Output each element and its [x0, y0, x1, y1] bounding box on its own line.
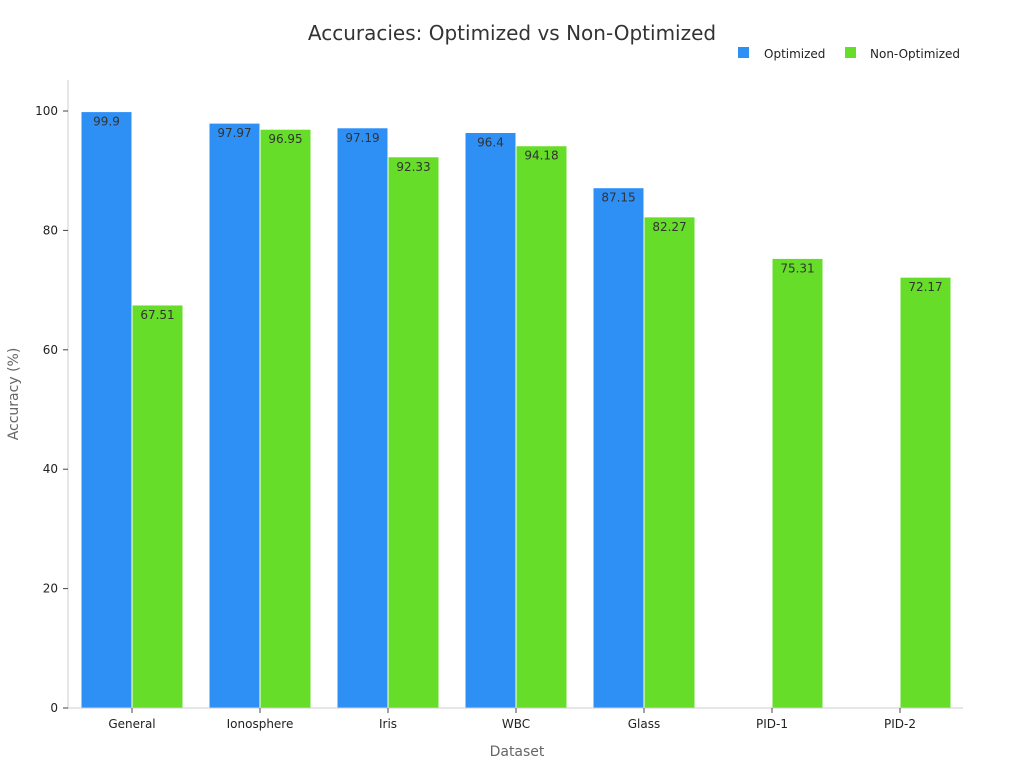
y-tick-label: 0	[50, 701, 58, 715]
y-axis-ticks: 0 20 40 60 80 100	[35, 104, 68, 715]
bar-non-optimized-glass	[643, 216, 696, 709]
bar-optimized-wbc	[464, 131, 517, 709]
data-label-non-optimized-pid-2: 72.17	[908, 280, 942, 294]
bar-non-optimized-iris	[387, 156, 440, 709]
legend-swatch-optimized	[738, 47, 749, 58]
legend-swatch-non-optimized	[845, 47, 856, 58]
y-tick-label: 60	[43, 343, 58, 357]
bar-optimized-glass	[592, 187, 645, 709]
y-tick-label: 100	[35, 104, 58, 118]
y-axis-label: Accuracy (%)	[6, 348, 22, 441]
y-tick-label: 40	[43, 462, 58, 476]
x-tick-label: Ionosphere	[227, 717, 294, 731]
x-tick-label: WBC	[502, 717, 530, 731]
x-tick-label: PID-2	[884, 717, 916, 731]
data-label-optimized-iris: 97.19	[345, 131, 379, 145]
x-tick-label: PID-1	[756, 717, 788, 731]
plot-area: 99.9 67.51 97.97 96.95 97.19 92.33 96.4 94.18 87…	[80, 111, 952, 709]
bar-optimized-iris	[336, 127, 389, 709]
legend: Optimized Non-Optimized	[738, 47, 960, 61]
data-label-non-optimized-glass: 82.27	[652, 220, 686, 234]
data-label-non-optimized-wbc: 94.18	[524, 149, 558, 163]
data-label-non-optimized-ionosphere: 96.95	[268, 132, 302, 146]
y-tick-label: 20	[43, 582, 58, 596]
legend-label-optimized: Optimized	[764, 47, 825, 61]
bar-non-optimized-ionosphere	[259, 128, 312, 709]
data-label-optimized-glass: 87.15	[601, 191, 635, 205]
data-label-non-optimized-general: 67.51	[140, 308, 174, 322]
bar-optimized-general	[80, 111, 133, 709]
bar-non-optimized-pid-1	[771, 257, 824, 709]
x-tick-label: General	[108, 717, 155, 731]
bar-non-optimized-pid-2	[899, 276, 952, 709]
data-label-non-optimized-pid-1: 75.31	[780, 261, 814, 275]
data-label-non-optimized-iris: 92.33	[396, 160, 430, 174]
x-axis-label: Dataset	[490, 744, 545, 760]
bar-non-optimized-wbc	[515, 145, 568, 709]
data-label-optimized-general: 99.9	[93, 115, 120, 129]
data-label-optimized-ionosphere: 97.97	[217, 126, 251, 140]
legend-label-non-optimized: Non-Optimized	[870, 47, 960, 61]
data-label-optimized-wbc: 96.4	[477, 135, 504, 149]
y-tick-label: 80	[43, 223, 58, 237]
x-tick-label: Glass	[628, 717, 661, 731]
bar-non-optimized-general	[131, 304, 184, 709]
chart-title: Accuracies: Optimized vs Non-Optimized	[308, 21, 716, 45]
x-tick-label: Iris	[379, 717, 397, 731]
bar-optimized-ionosphere	[208, 122, 261, 709]
x-axis-ticks: General Ionosphere Iris WBC Glass PID-1 PID-2	[108, 708, 916, 731]
